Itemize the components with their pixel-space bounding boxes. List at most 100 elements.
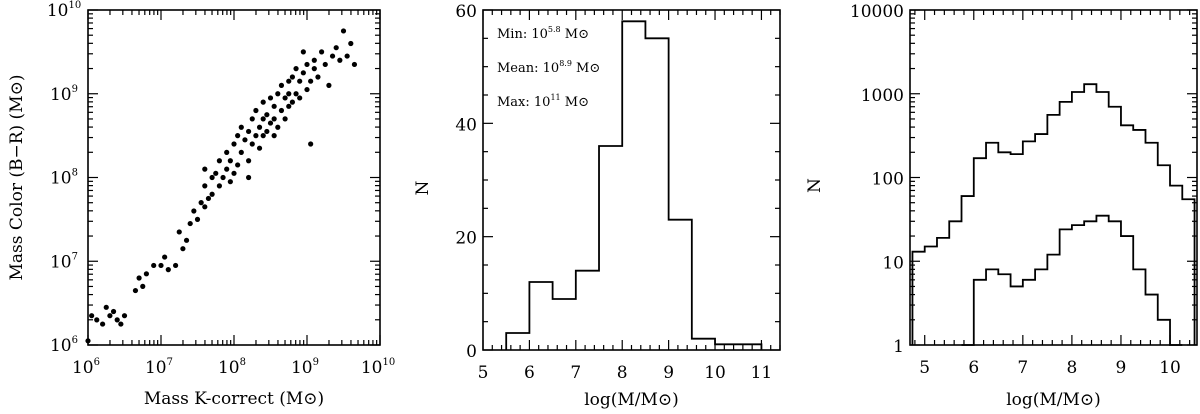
data-point [224,166,230,172]
histogram-series-2 [961,214,1183,346]
x-tick-label-exp: 10 [382,357,395,368]
histogram-steps [505,20,763,350]
stat-unit: M⊙ [572,61,600,76]
data-point [246,158,252,164]
data-point [143,271,149,277]
data-point [205,195,212,202]
data-point [286,103,292,109]
data-point [183,237,190,243]
x-tick-label: 6 [524,363,535,383]
y-tick-label-exp: 8 [72,168,78,179]
data-point [165,267,171,273]
data-point [267,120,274,126]
x-tick-label: 1010 [361,357,395,378]
x-tick-label: 5 [478,363,489,383]
x-tick-label-exp: 9 [313,357,319,368]
data-point [89,313,95,319]
data-point [271,133,277,139]
data-point [235,162,241,168]
data-point [333,45,339,51]
x-tick-label: 7 [570,363,581,383]
data-point [319,49,325,55]
y-axis-title: N [413,180,433,195]
data-point [348,40,354,47]
x-tick-label: 5 [919,358,930,378]
data-point [202,204,208,210]
data-point [216,183,222,189]
x-tick-label: 10 [704,363,726,383]
data-point [94,317,100,323]
data-point [114,317,120,323]
data-point [264,112,270,118]
data-point [202,166,208,172]
data-point [209,174,215,181]
data-point [289,74,295,80]
data-point [194,216,201,222]
x-tick-label: 10 [1159,358,1181,378]
y-tick-label: 107 [50,251,78,272]
x-tick-label-base: 10 [291,358,313,378]
histogram-bin [553,299,576,350]
data-point [297,78,303,84]
data-point [118,321,124,327]
y-axis-title: N [805,178,825,193]
y-tick-label: 1010 [47,0,81,21]
data-point [297,95,303,101]
data-point [246,128,252,135]
y-tick-label-exp: 10 [68,0,81,11]
x-tick-label-base: 10 [72,358,94,378]
stat-exp: 5.8 [548,25,561,34]
data-point [162,254,168,260]
data-point [227,158,233,164]
data-point [238,149,244,155]
y-tick-label: 10000 [850,2,904,22]
data-point [260,99,266,105]
data-point [304,86,310,93]
data-point [242,137,248,143]
data-point [289,99,295,105]
y-tick-label: 1000 [861,86,904,106]
data-point [286,78,292,84]
histogram-bin [692,339,715,350]
y-tick-label: 60 [455,2,477,22]
data-point [100,321,106,327]
x-axis-title: Mass K-correct (M⊙) [144,389,324,409]
data-point [151,262,157,269]
x-axis-title: log(M/M⊙) [1006,390,1101,410]
data-point [304,61,310,68]
data-point [187,220,193,227]
stat-prefix: Max: 10 [497,95,550,110]
data-point [256,124,263,130]
x-tick-label: 6 [968,358,979,378]
data-point [253,133,259,139]
x-tick-label: 109 [291,357,319,378]
data-point [278,82,285,88]
histogram-bin [715,344,738,350]
data-point [213,170,219,176]
histogram-bin [645,38,668,350]
data-point [264,128,270,135]
x-tick-label: 9 [663,363,674,383]
data-point [238,124,244,130]
stat-exp: 11 [550,93,560,102]
x-tick-label: 11 [751,363,773,383]
data-point [253,107,259,114]
y-tick-label-exp: 9 [72,84,78,95]
stat-annotation: Min: 105.8 M⊙ [497,25,589,42]
y-tick-label: 1 [893,337,904,357]
data-point [209,191,215,197]
data-point [249,141,255,147]
data-point [293,91,299,97]
y-tick-label-exp: 7 [72,251,78,262]
data-point [180,246,186,252]
log-histogram-panel: 5 6 7 8 9 10 1 10 100 1000 10000 log(M/M⊙) N [805,2,1198,410]
histogram-bin [576,271,599,350]
data-point [231,170,237,176]
data-point [340,28,347,34]
y-tick-label-base: 10 [50,169,72,189]
data-point [315,74,321,80]
stat-annotation: Mean: 108.9 M⊙ [497,59,600,76]
data-point [140,283,146,289]
